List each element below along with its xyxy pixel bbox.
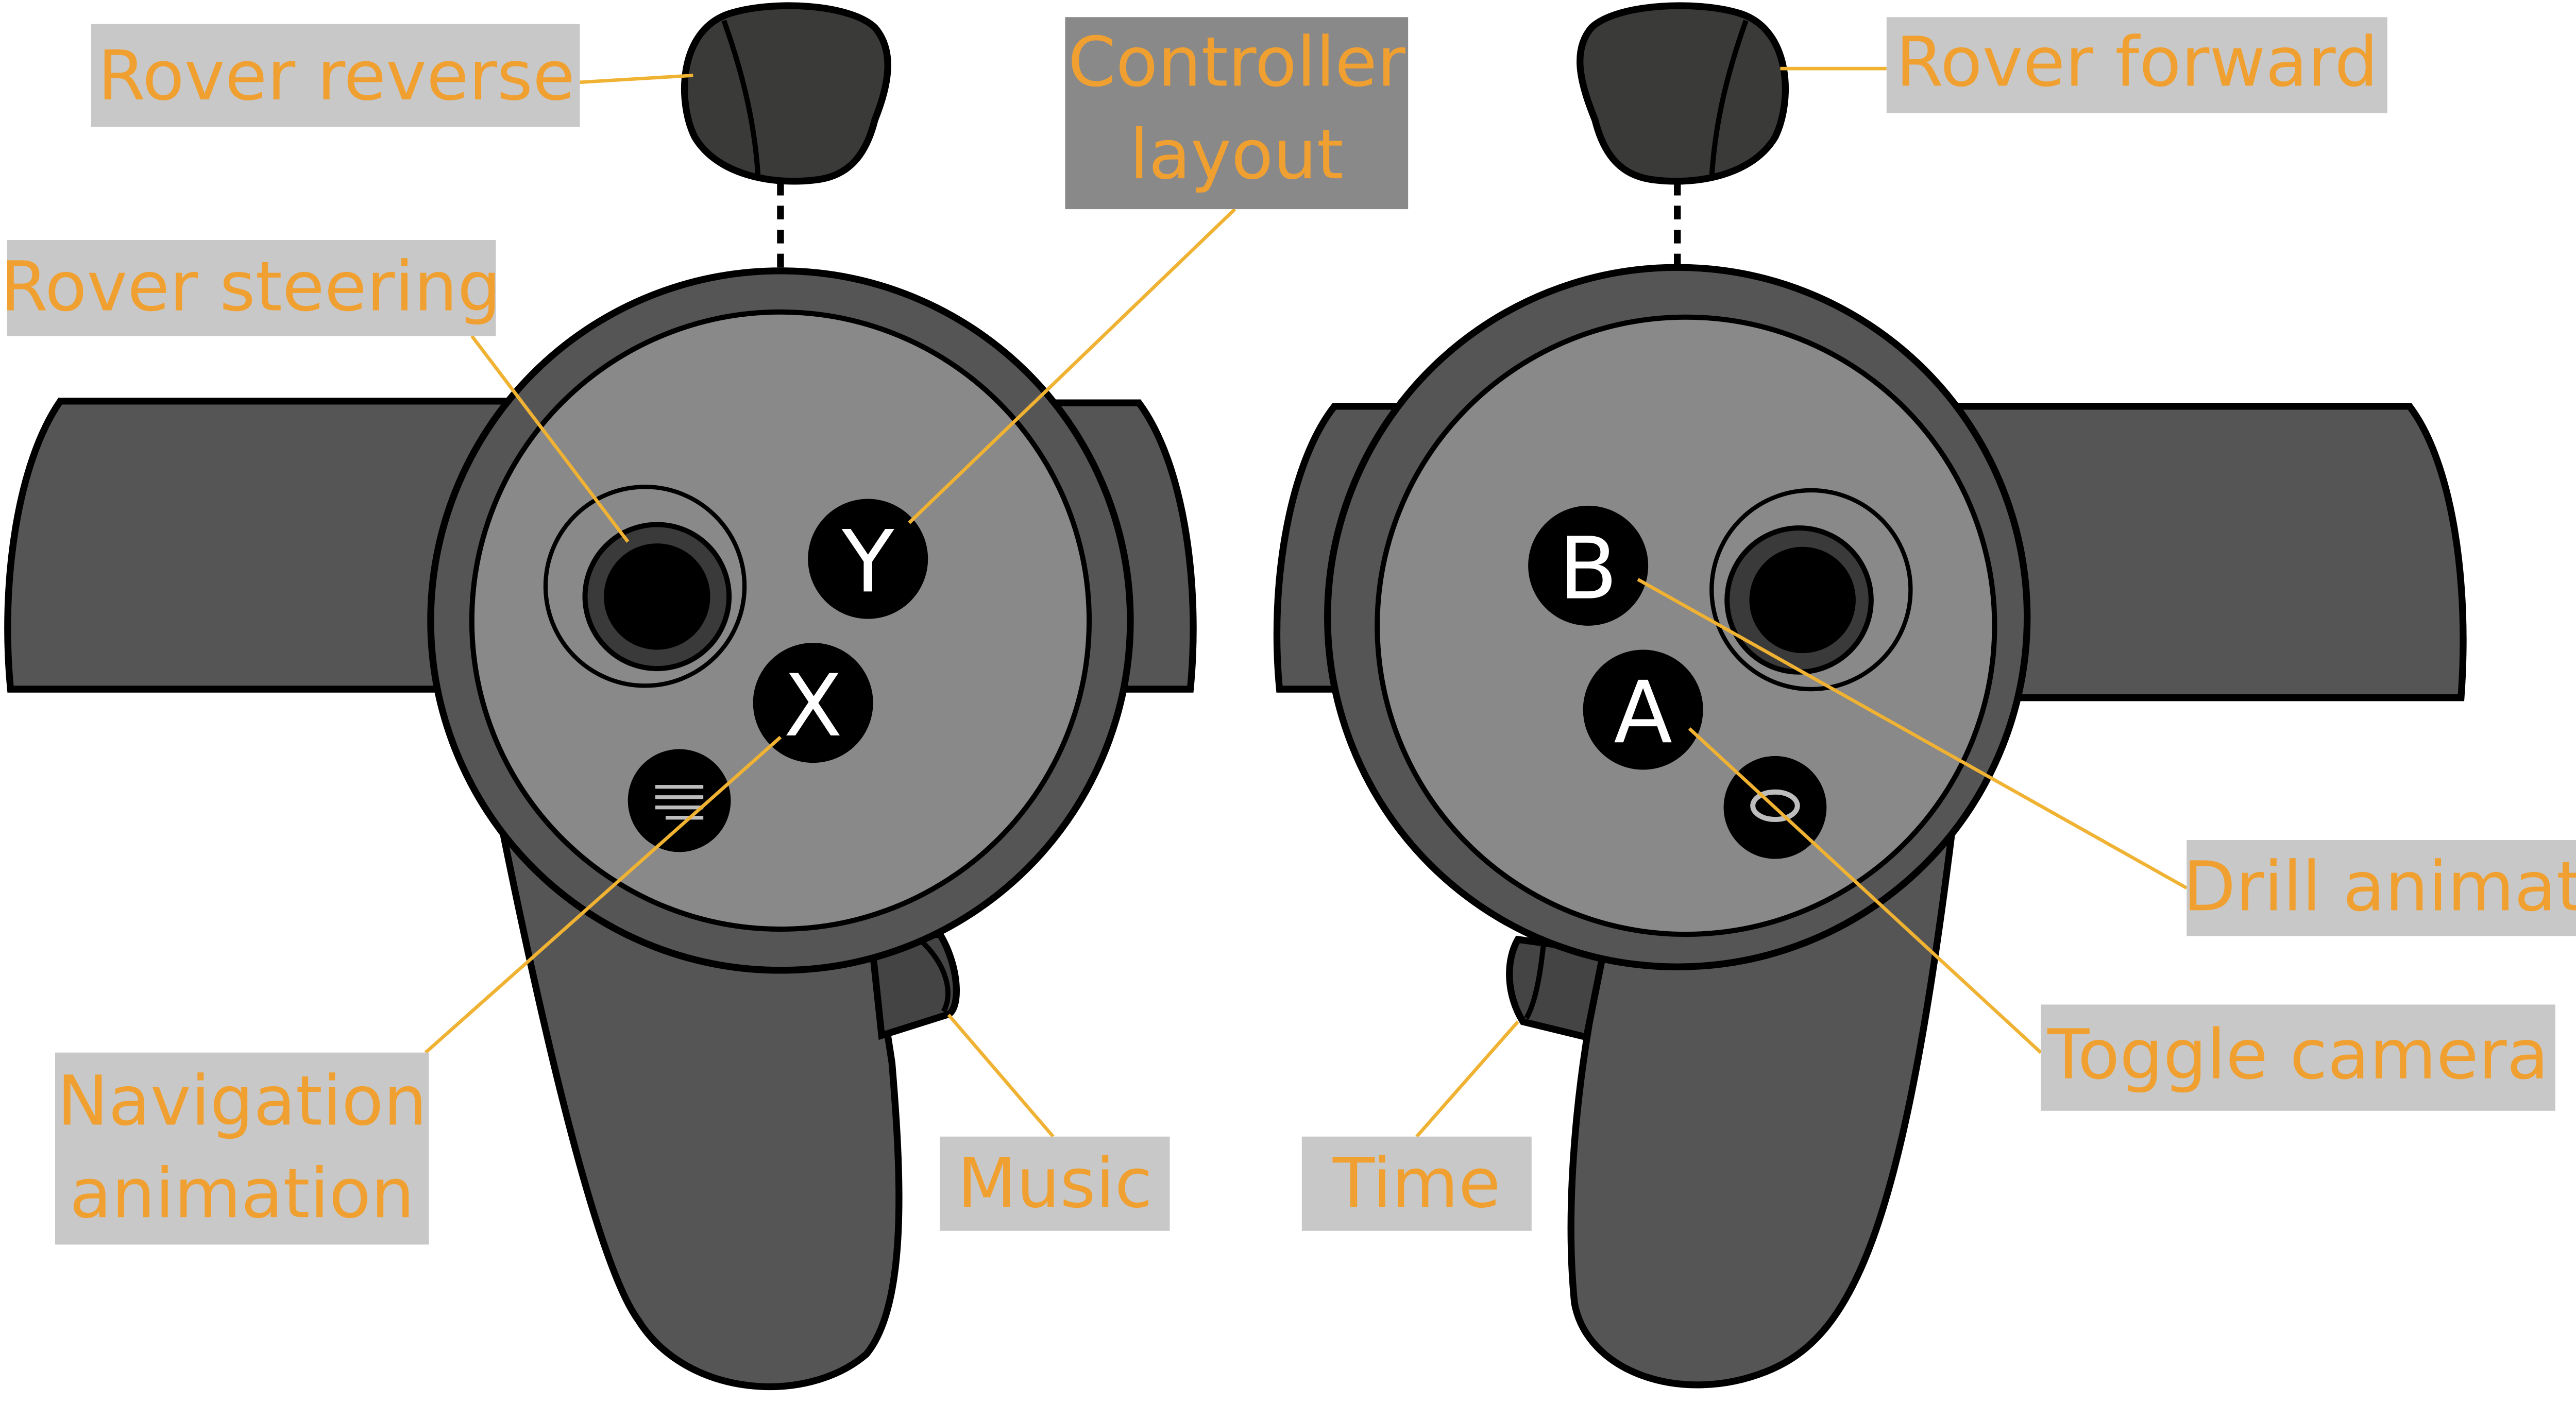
svg-text:layout: layout	[1130, 115, 1344, 195]
leader-time	[1415, 1020, 1519, 1138]
svg-text:Rover reverse: Rover reverse	[98, 36, 575, 116]
x-button-label: X	[784, 657, 842, 756]
leader-rover-reverse	[580, 74, 693, 84]
right-grip-trigger	[1506, 935, 1608, 1041]
label-time: Time	[1301, 1136, 1532, 1231]
left-thumbstick-cap	[604, 543, 710, 650]
label-rover-steering: Rover steering	[1, 239, 501, 336]
oculus-icon	[1750, 789, 1800, 822]
svg-text:Time: Time	[1332, 1143, 1501, 1223]
label-rover-reverse: Rover reverse	[91, 24, 580, 127]
y-button-label: Y	[841, 512, 894, 612]
right-thumbstick-cap	[1749, 546, 1856, 654]
svg-text:Rover steering: Rover steering	[1, 247, 501, 327]
right-face	[1375, 314, 1997, 937]
left-controller: Y X	[4, 2, 1197, 1391]
label-drill-animation: Drill animation	[2183, 840, 2576, 936]
b-button-label: B	[1559, 520, 1618, 619]
leader-drill-animation	[1637, 578, 2188, 890]
right-grip-trigger-edge	[1524, 943, 1547, 1020]
left-index-trigger-edge	[721, 20, 761, 179]
right-ring-bar	[1934, 403, 2467, 701]
label-rover-forward: Rover forward	[1886, 17, 2387, 113]
leader-music	[947, 1014, 1055, 1138]
right-controller: B A	[1273, 2, 2467, 1389]
leader-toggle-camera	[1688, 727, 2042, 1054]
menu-icon	[655, 785, 704, 820]
leader-navigation-animation	[424, 735, 782, 1054]
menu-button[interactable]	[628, 749, 731, 852]
leader-rover-steering	[470, 335, 630, 543]
leader-lines	[424, 66, 2188, 1138]
left-grip-trigger-edge	[918, 937, 951, 1013]
svg-text:Navigation: Navigation	[57, 1061, 427, 1141]
labels: Rover reverse Rover forward Controller l…	[1, 17, 2576, 1245]
right-index-trigger-edge	[1709, 20, 1749, 179]
left-index-trigger[interactable]	[681, 2, 891, 185]
right-index-trigger[interactable]	[1577, 2, 1789, 185]
a-button-label: A	[1614, 663, 1672, 763]
left-face	[469, 309, 1092, 932]
svg-text:Drill animation: Drill animation	[2183, 847, 2576, 927]
svg-text:Controller: Controller	[1068, 22, 1405, 102]
label-navigation-animation: Navigation animation	[55, 1052, 429, 1245]
label-controller-layout: Controller layout	[1065, 17, 1409, 210]
left-ring-bar	[4, 398, 518, 693]
leader-controller-layout	[908, 208, 1236, 524]
a-button[interactable]: A	[1583, 649, 1703, 770]
label-toggle-camera: Toggle camera	[2041, 1004, 2555, 1111]
svg-text:Toggle camera: Toggle camera	[2047, 1015, 2549, 1095]
label-music: Music	[940, 1136, 1170, 1231]
svg-text:animation: animation	[70, 1154, 414, 1234]
y-button[interactable]: Y	[808, 499, 928, 619]
x-button[interactable]: X	[753, 643, 873, 763]
svg-text:Music: Music	[957, 1143, 1153, 1223]
b-button[interactable]: B	[1528, 505, 1649, 626]
svg-text:Rover forward: Rover forward	[1896, 22, 2378, 102]
